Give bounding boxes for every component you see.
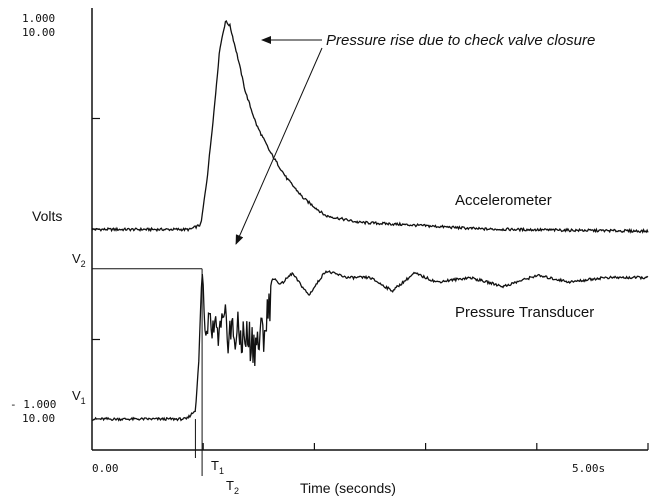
series-label-pressure-transducer: Pressure Transducer <box>455 304 594 321</box>
y-top-label-2: 10.00 <box>22 26 55 39</box>
t1-subscript: 1 <box>219 466 224 476</box>
v1-label: V1 <box>72 388 86 406</box>
v2-subscript: 2 <box>81 259 86 269</box>
t1-letter: T <box>211 458 219 473</box>
t2-label: T2 <box>226 478 239 496</box>
axis-ticks <box>92 117 649 450</box>
y-bottom-label-1: - 1.000 <box>10 398 56 411</box>
v1-letter: V <box>72 388 81 403</box>
series-line-accelerometer <box>91 20 649 234</box>
y-bottom-label-2: 10.00 <box>22 412 55 425</box>
annotation-text: Pressure rise due to check valve closure <box>326 32 595 49</box>
series-label-accelerometer: Accelerometer <box>455 192 552 209</box>
v2-letter: V <box>72 251 81 266</box>
series-line-pressure-transducer <box>91 270 649 422</box>
x-start-label: 0.00 <box>92 462 119 475</box>
arrow-to-pressure-peak <box>235 47 323 245</box>
t2-letter: T <box>226 478 234 493</box>
t1-label: T1 <box>211 458 224 476</box>
plot-area <box>91 8 649 476</box>
marker-lines <box>92 268 203 476</box>
y-top-label-1: 1.000 <box>22 12 55 25</box>
v2-label: V2 <box>72 251 86 269</box>
v1-subscript: 1 <box>81 396 86 406</box>
x-end-label: 5.00s <box>572 462 605 475</box>
t2-subscript: 2 <box>234 486 239 496</box>
y-axis-label: Volts <box>32 208 62 224</box>
series-lines <box>91 20 649 422</box>
x-axis-label: Time (seconds) <box>300 480 396 496</box>
annotation-arrows <box>235 36 323 245</box>
